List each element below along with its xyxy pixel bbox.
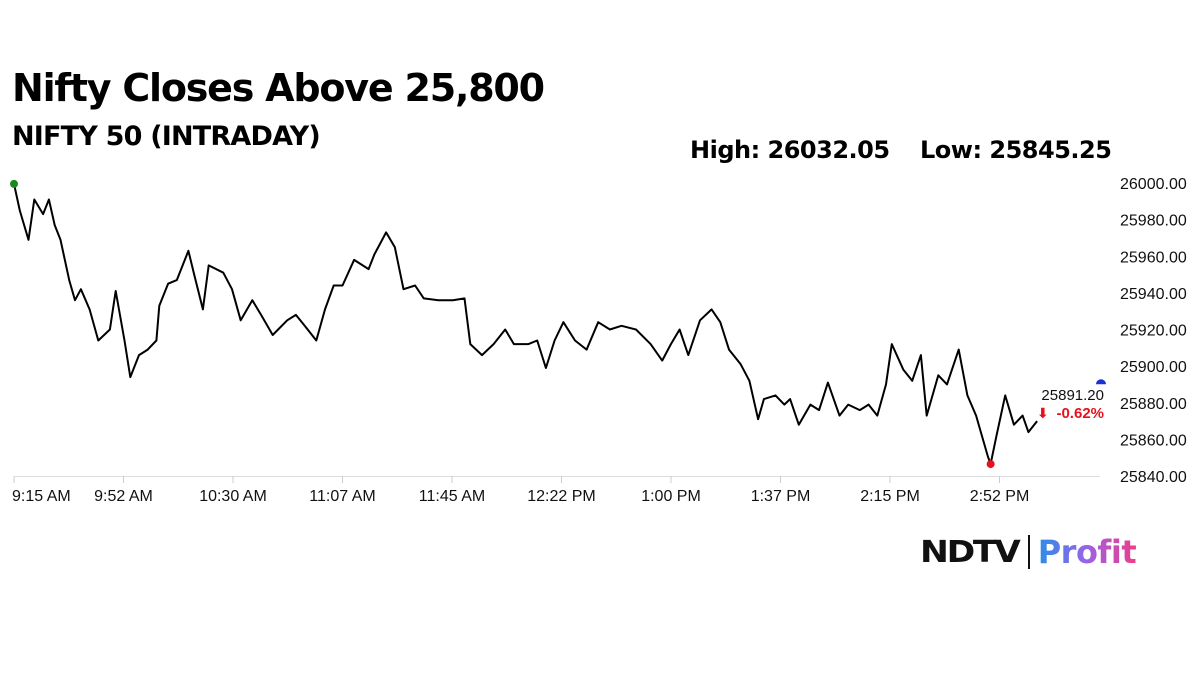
y-tick-label: 25980.00 (1120, 213, 1187, 230)
x-tick-label: 11:07 AM (309, 488, 375, 505)
y-tick-label: 25900.00 (1120, 359, 1187, 376)
x-tick-label: 2:52 PM (970, 488, 1030, 505)
x-tick-label: 1:00 PM (641, 488, 701, 505)
ndtv-profit-logo: NDTV Profit (920, 532, 1137, 572)
logo-product: Profit (1037, 533, 1137, 571)
x-tick-label: 10:30 AM (199, 488, 267, 505)
x-tick-label: 9:52 AM (94, 488, 153, 505)
last-price-label: 25891.20 (1041, 387, 1104, 404)
x-tick-label: 9:15 AM (12, 488, 71, 505)
price-line (13, 183, 1038, 466)
x-tick-label: 11:45 AM (419, 488, 485, 505)
y-tick-label: 26000.00 (1120, 176, 1187, 193)
low-label: Low: 25845.25 (920, 136, 1112, 164)
open-marker (10, 179, 18, 188)
low-marker (986, 460, 995, 469)
logo-divider (1027, 535, 1030, 569)
last-price-marker (1096, 379, 1106, 385)
y-tick-label: 25840.00 (1120, 469, 1187, 486)
x-tick-label: 2:15 PM (860, 488, 920, 505)
y-tick-label: 25960.00 (1120, 249, 1187, 266)
down-arrow-icon: ⬇ (1037, 406, 1049, 422)
x-tick-label: 12:22 PM (527, 488, 595, 505)
chart-subtitle: NIFTY 50 (INTRADAY) (12, 121, 321, 152)
logo-brand: NDTV (920, 534, 1021, 570)
y-tick-label: 25880.00 (1120, 396, 1187, 413)
change-percent-label: -0.62% (1056, 405, 1104, 422)
y-tick-label: 25860.00 (1120, 432, 1187, 449)
y-tick-label: 25940.00 (1120, 286, 1187, 303)
high-label: High: 26032.05 (690, 136, 890, 164)
y-tick-label: 25920.00 (1120, 323, 1187, 340)
chart-title: Nifty Closes Above 25,800 (12, 66, 545, 110)
x-tick-label: 1:37 PM (751, 488, 811, 505)
